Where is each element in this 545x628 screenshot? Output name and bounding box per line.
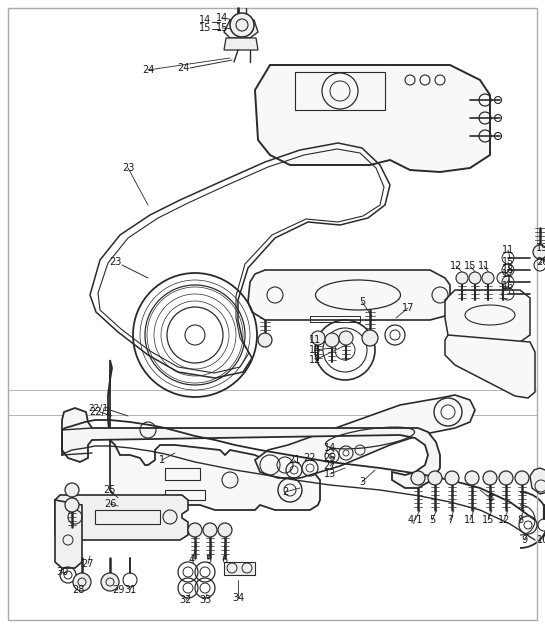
Text: 11: 11 xyxy=(464,515,476,525)
Text: 5: 5 xyxy=(429,515,435,525)
Text: 11: 11 xyxy=(478,261,490,271)
Text: 28: 28 xyxy=(72,585,84,595)
Text: 8: 8 xyxy=(487,493,493,503)
Circle shape xyxy=(482,272,494,284)
Text: 5: 5 xyxy=(205,555,211,565)
Circle shape xyxy=(101,573,119,591)
Circle shape xyxy=(65,483,79,497)
Circle shape xyxy=(499,471,513,485)
Text: 24: 24 xyxy=(177,63,189,73)
Text: 25: 25 xyxy=(104,485,116,495)
Text: 18: 18 xyxy=(502,265,514,275)
Text: 4: 4 xyxy=(189,555,195,565)
Circle shape xyxy=(445,471,459,485)
Polygon shape xyxy=(445,335,535,398)
Circle shape xyxy=(465,471,479,485)
Text: 15: 15 xyxy=(482,515,494,525)
Text: 14: 14 xyxy=(324,443,336,453)
Polygon shape xyxy=(248,270,450,320)
Text: 11: 11 xyxy=(502,245,514,255)
Polygon shape xyxy=(255,65,490,172)
Text: 9: 9 xyxy=(521,535,527,545)
Text: 27: 27 xyxy=(324,461,336,471)
Circle shape xyxy=(311,331,325,345)
Text: 10: 10 xyxy=(537,535,545,545)
Text: 27: 27 xyxy=(82,559,94,569)
Text: 12: 12 xyxy=(309,355,321,365)
Circle shape xyxy=(339,331,353,345)
Text: 19: 19 xyxy=(536,243,545,253)
Text: 4/1: 4/1 xyxy=(407,515,423,525)
Circle shape xyxy=(203,523,217,537)
Circle shape xyxy=(497,272,509,284)
Circle shape xyxy=(533,245,545,259)
Circle shape xyxy=(73,573,91,591)
Circle shape xyxy=(218,523,232,537)
Text: 15: 15 xyxy=(502,257,514,267)
Polygon shape xyxy=(55,495,188,540)
Text: 29: 29 xyxy=(112,585,124,595)
Text: 15: 15 xyxy=(216,23,228,33)
Text: 22/1: 22/1 xyxy=(88,404,108,413)
Polygon shape xyxy=(55,500,82,568)
Circle shape xyxy=(258,333,272,347)
Circle shape xyxy=(515,471,529,485)
Text: 15: 15 xyxy=(464,261,476,271)
Polygon shape xyxy=(445,290,530,342)
Text: 7: 7 xyxy=(447,515,453,525)
Text: 14: 14 xyxy=(216,13,228,23)
Text: 15: 15 xyxy=(199,23,211,33)
Text: 24: 24 xyxy=(142,65,154,75)
Text: 23: 23 xyxy=(122,163,134,173)
Polygon shape xyxy=(255,395,475,478)
Text: 3: 3 xyxy=(359,477,365,487)
Text: 33: 33 xyxy=(199,595,211,605)
Circle shape xyxy=(230,13,254,37)
Polygon shape xyxy=(224,562,255,575)
Text: 15: 15 xyxy=(309,345,321,355)
Circle shape xyxy=(456,272,468,284)
Text: 14: 14 xyxy=(199,15,211,25)
Circle shape xyxy=(65,498,79,512)
Text: 12: 12 xyxy=(498,515,510,525)
Text: 30: 30 xyxy=(56,567,68,577)
Circle shape xyxy=(362,330,378,346)
Circle shape xyxy=(411,471,425,485)
Circle shape xyxy=(469,272,481,284)
Circle shape xyxy=(483,471,497,485)
Text: 32: 32 xyxy=(180,595,192,605)
Text: 23: 23 xyxy=(109,257,121,267)
Text: 20: 20 xyxy=(536,257,545,267)
Text: 22/1: 22/1 xyxy=(89,407,111,417)
Circle shape xyxy=(188,523,202,537)
Text: 34: 34 xyxy=(232,593,244,603)
Polygon shape xyxy=(224,20,258,38)
Text: 11: 11 xyxy=(309,335,321,345)
Text: 17: 17 xyxy=(402,303,414,313)
Text: 5: 5 xyxy=(359,297,365,307)
Text: 22: 22 xyxy=(304,453,316,463)
Polygon shape xyxy=(530,468,545,494)
Text: 1: 1 xyxy=(159,455,165,465)
Text: 21: 21 xyxy=(288,455,300,465)
Text: 12: 12 xyxy=(502,269,514,279)
Polygon shape xyxy=(108,360,320,510)
Text: 26: 26 xyxy=(104,499,116,509)
Text: 12: 12 xyxy=(450,261,462,271)
Polygon shape xyxy=(224,38,258,50)
Circle shape xyxy=(428,471,442,485)
Text: 31: 31 xyxy=(124,585,136,595)
Circle shape xyxy=(325,333,339,347)
Text: 13: 13 xyxy=(324,469,336,479)
Text: 25: 25 xyxy=(324,453,336,463)
Text: 2: 2 xyxy=(282,487,288,497)
Polygon shape xyxy=(62,408,440,488)
Text: 16: 16 xyxy=(502,281,514,291)
Text: 6: 6 xyxy=(221,555,227,565)
Text: 8: 8 xyxy=(517,515,523,525)
